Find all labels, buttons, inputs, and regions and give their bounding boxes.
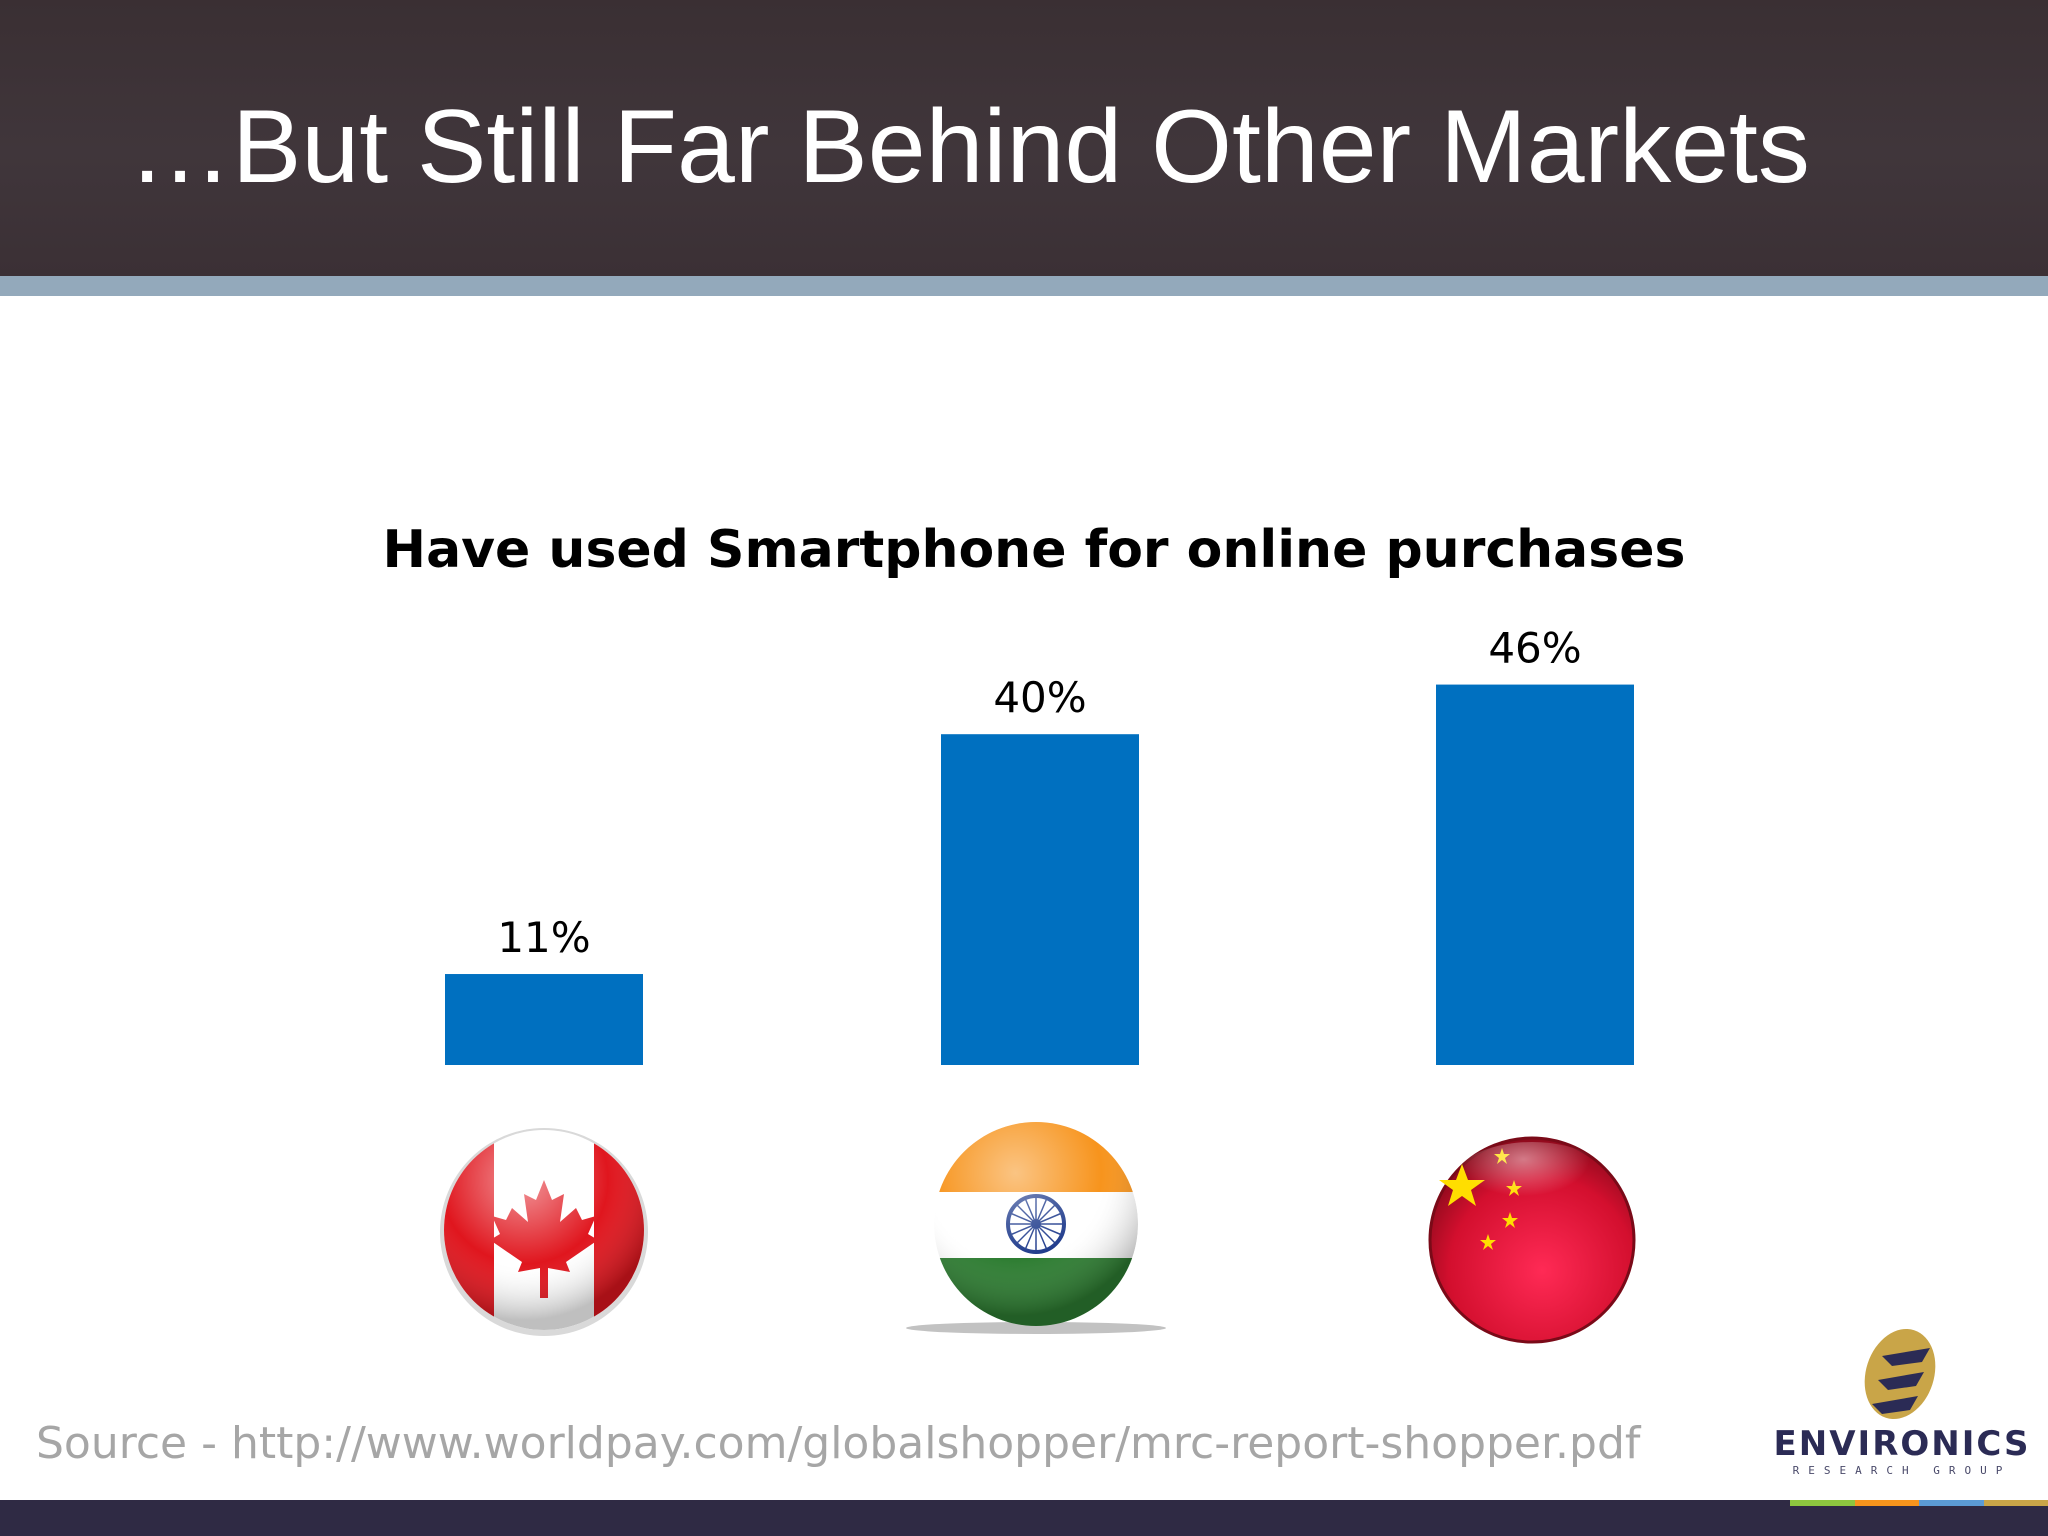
slide-title: …But Still Far Behind Other Markets <box>128 89 1810 205</box>
china-flag-icon <box>1426 1134 1638 1351</box>
slide-header <box>0 0 2048 276</box>
bar-india <box>941 734 1139 1065</box>
data-label-china: 46% <box>1488 624 1581 673</box>
bar-chart: 11% 40% 46% <box>445 624 1634 1065</box>
canada-flag-icon <box>436 1122 652 1343</box>
bar-canada <box>445 974 643 1065</box>
data-label-canada: 11% <box>497 913 590 962</box>
footer-accent-strip <box>1790 1500 2048 1506</box>
environics-logo: ENVIRONICS RESEARCH GROUP <box>1762 1326 2032 1477</box>
bar-china <box>1436 684 1634 1065</box>
header-stripe <box>0 276 2048 296</box>
data-label-india: 40% <box>993 673 1086 722</box>
india-flag-icon <box>904 1118 1168 1343</box>
source-citation: Source - http://www.worldpay.com/globals… <box>36 1418 1641 1469</box>
logo-tagline: RESEARCH GROUP <box>1792 1464 2012 1477</box>
environics-logo-mark <box>1864 1329 1936 1419</box>
chart-title: Have used Smartphone for online purchase… <box>382 520 1686 580</box>
logo-wordmark: ENVIRONICS <box>1773 1424 2031 1464</box>
footer-bar <box>0 1500 2048 1536</box>
